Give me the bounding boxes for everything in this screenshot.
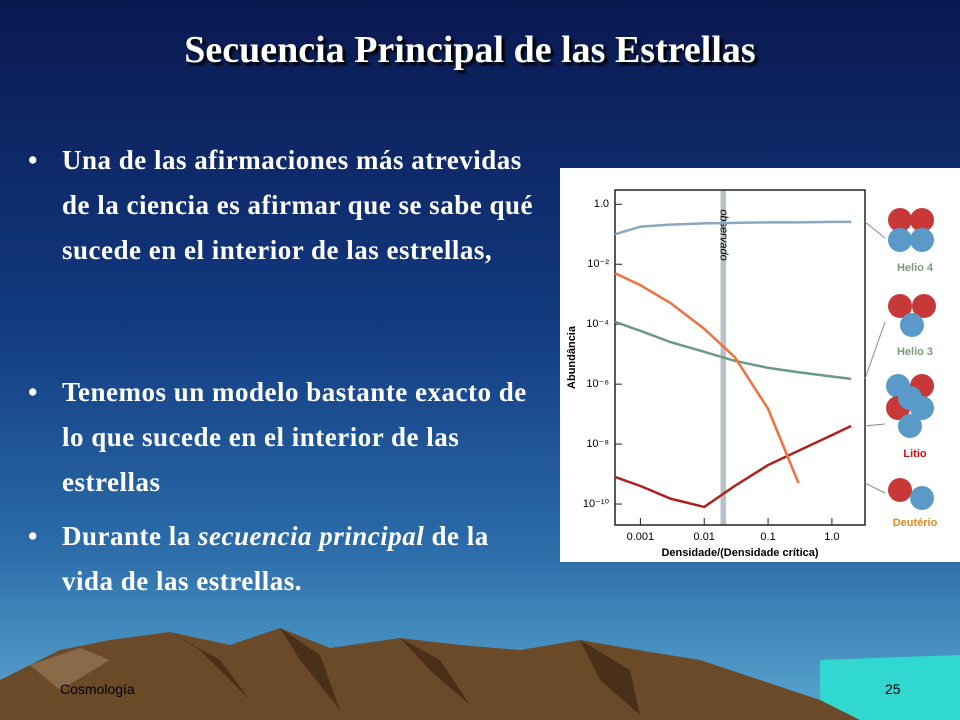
y-tick-label: 1.0 — [594, 198, 609, 210]
y-tick-label: 10⁻⁶ — [586, 378, 609, 390]
x-tick-label: 0.01 — [694, 531, 715, 543]
bullet-text: de la vida de las estrellas. — [62, 521, 489, 596]
x-tick-label: 1.0 — [824, 531, 839, 543]
atoms — [886, 208, 936, 510]
series-label: Litio — [903, 448, 926, 460]
leader-line — [864, 321, 886, 380]
bullet: Tenemos un modelo bastante exacto de lo … — [28, 370, 542, 505]
x-axis-label: Densidade/(Densidade crítica) — [661, 547, 818, 559]
chart: observado 1.0 10⁻² 10⁻⁴ 10⁻⁶ 10⁻⁸ 10⁻¹⁰ 0.001 0.… — [560, 168, 960, 562]
series-line — [614, 272, 800, 484]
bullet: Una de las afirmaciones más atrevidas de… — [28, 138, 542, 273]
series-label: Helio 3 — [897, 346, 933, 358]
slide-title: Secuencia Principal de las Estrellas — [184, 29, 756, 71]
bullet-emphasis: secuencia principal — [198, 521, 425, 551]
series-line — [614, 424, 852, 509]
x-tick-label: 0.1 — [760, 531, 775, 543]
leader-line — [864, 482, 886, 494]
y-tick-label: 10⁻⁸ — [586, 438, 609, 450]
y-tick-label: 10⁻¹⁰ — [583, 498, 610, 510]
leader-line — [864, 423, 886, 427]
bullet-text: Durante la — [62, 521, 198, 551]
page-number: 25 — [885, 681, 901, 697]
y-axis-label: Abundância — [566, 325, 578, 389]
annotation: observado — [717, 209, 729, 260]
series-label: Deutério — [893, 517, 938, 529]
bullet: Durante la secuencia principal de la vid… — [28, 514, 542, 604]
plot-frame — [614, 189, 866, 526]
footer-label: Cosmología — [60, 681, 135, 697]
y-tick-label: 10⁻⁴ — [586, 318, 609, 330]
x-tick-label: 0.001 — [627, 531, 655, 543]
y-tick-label: 10⁻² — [587, 258, 609, 270]
series-line — [614, 320, 852, 381]
series-label: Helio 4 — [897, 262, 934, 274]
leader-line — [864, 221, 886, 239]
series-line — [614, 220, 852, 236]
